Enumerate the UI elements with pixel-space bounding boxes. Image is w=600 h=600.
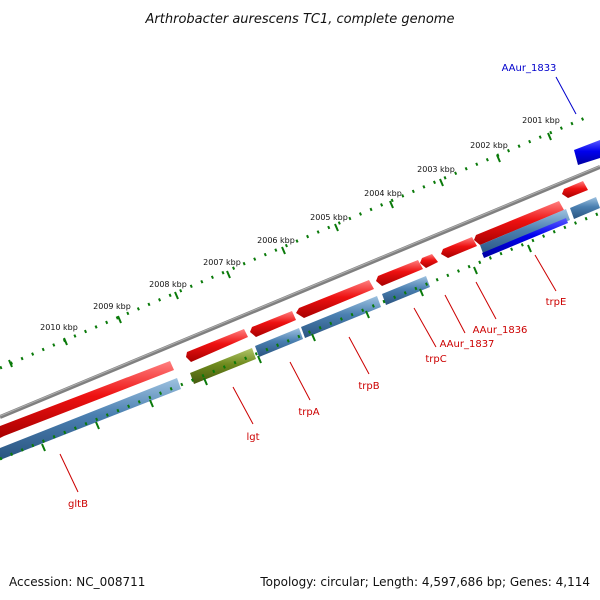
leader-trpB: [348, 336, 370, 375]
tick-label: 2005 kbp: [310, 213, 348, 222]
leader-AAur_1833: [555, 76, 577, 115]
leader-trpC: [413, 307, 437, 348]
major-tick: [496, 154, 501, 163]
major-tick: [334, 223, 339, 232]
topology-text: Topology: circular; Length: 4,597,686 bp…: [259, 575, 590, 589]
leader-AAur_1837: [444, 294, 466, 334]
tick-label: 2006 kbp: [257, 236, 295, 245]
cds-next[interactable]: [570, 197, 600, 219]
gene-trpE-arrow[interactable]: [474, 201, 564, 245]
leader-AAur_1836: [475, 281, 497, 320]
major-tick: [547, 132, 552, 141]
gene-label-trpC[interactable]: trpC: [425, 354, 446, 365]
major-tick: [389, 200, 394, 209]
major-tick: [8, 359, 13, 368]
genome-backbone: [0, 165, 600, 419]
gene-label-trpB[interactable]: trpB: [358, 381, 379, 392]
tick-labels: 2001 kbp 2002 kbp 2003 kbp 2004 kbp 2005…: [40, 116, 560, 332]
gene-AAur_1836-arrow[interactable]: [441, 237, 477, 258]
map-title: Arthrobacter aurescens TC1, complete gen…: [145, 12, 455, 27]
tick-label: 2007 kbp: [203, 258, 241, 267]
leader-trpE: [534, 254, 557, 292]
genome-backbone-highlight: [0, 165, 600, 417]
major-tick: [527, 244, 532, 253]
major-tick: [149, 399, 154, 408]
tick-label: 2003 kbp: [417, 165, 455, 174]
gene-label-trpE[interactable]: trpE: [546, 297, 567, 308]
major-tick: [419, 288, 424, 297]
gene-next-arrow[interactable]: [562, 181, 588, 198]
major-tick: [63, 337, 68, 346]
gene-trpC-arrow[interactable]: [376, 260, 423, 286]
major-tick: [117, 315, 122, 324]
tick-label: 2001 kbp: [522, 116, 560, 125]
cds-trpE[interactable]: [480, 209, 570, 256]
gene-trpA-arrow[interactable]: [250, 311, 296, 337]
major-tick: [365, 310, 370, 319]
cds-gltB[interactable]: [0, 378, 181, 460]
tick-label: 2004 kbp: [364, 189, 402, 198]
gene-trpE-highlight[interactable]: [482, 218, 568, 258]
gene-label-AAur_1836[interactable]: AAur_1836: [473, 325, 528, 336]
tick-label: 2010 kbp: [40, 323, 78, 332]
major-tick: [311, 333, 316, 342]
gene-AAur_1833-box[interactable]: [574, 140, 600, 165]
major-tick: [226, 270, 231, 279]
leader-gltB: [59, 453, 79, 493]
forward-strand: [0, 181, 588, 438]
gene-trpB-arrow[interactable]: [296, 280, 374, 318]
leader-trpA: [289, 361, 311, 401]
major-tick: [281, 246, 286, 255]
gene-gltB-arrow[interactable]: [0, 361, 174, 438]
gene-label-trpA[interactable]: trpA: [298, 407, 319, 418]
tick-label: 2008 kbp: [149, 280, 187, 289]
outer-tick-track: [0, 116, 586, 370]
major-tick: [257, 355, 262, 364]
tick-label: 2009 kbp: [93, 302, 131, 311]
outer-dot-ring: [0, 116, 586, 370]
inner-tick-track: [0, 211, 600, 461]
leader-lgt: [232, 386, 254, 425]
accession-text: Accession: NC_008711: [9, 575, 145, 589]
major-tick: [473, 266, 478, 275]
major-tick: [174, 291, 179, 300]
gene-label-AAur_1837[interactable]: AAur_1837: [440, 339, 495, 350]
major-tick: [203, 377, 208, 386]
major-tick: [95, 421, 100, 430]
gene-AAur_1837-arrow[interactable]: [420, 254, 438, 268]
gene-labels: AAur_1833 trpE AAur_1836 AAur_1837 trpC …: [68, 63, 566, 510]
gene-label-lgt[interactable]: lgt: [246, 432, 259, 443]
gene-label-gltB[interactable]: gltB: [68, 499, 88, 510]
gene-label-AAur_1833[interactable]: AAur_1833: [502, 63, 557, 74]
tick-label: 2002 kbp: [470, 141, 508, 150]
major-tick: [41, 443, 46, 452]
highlighted-features: [482, 140, 600, 258]
gene-lgt-arrow[interactable]: [186, 329, 248, 362]
label-leaders: [59, 76, 577, 493]
major-tick: [439, 178, 444, 187]
